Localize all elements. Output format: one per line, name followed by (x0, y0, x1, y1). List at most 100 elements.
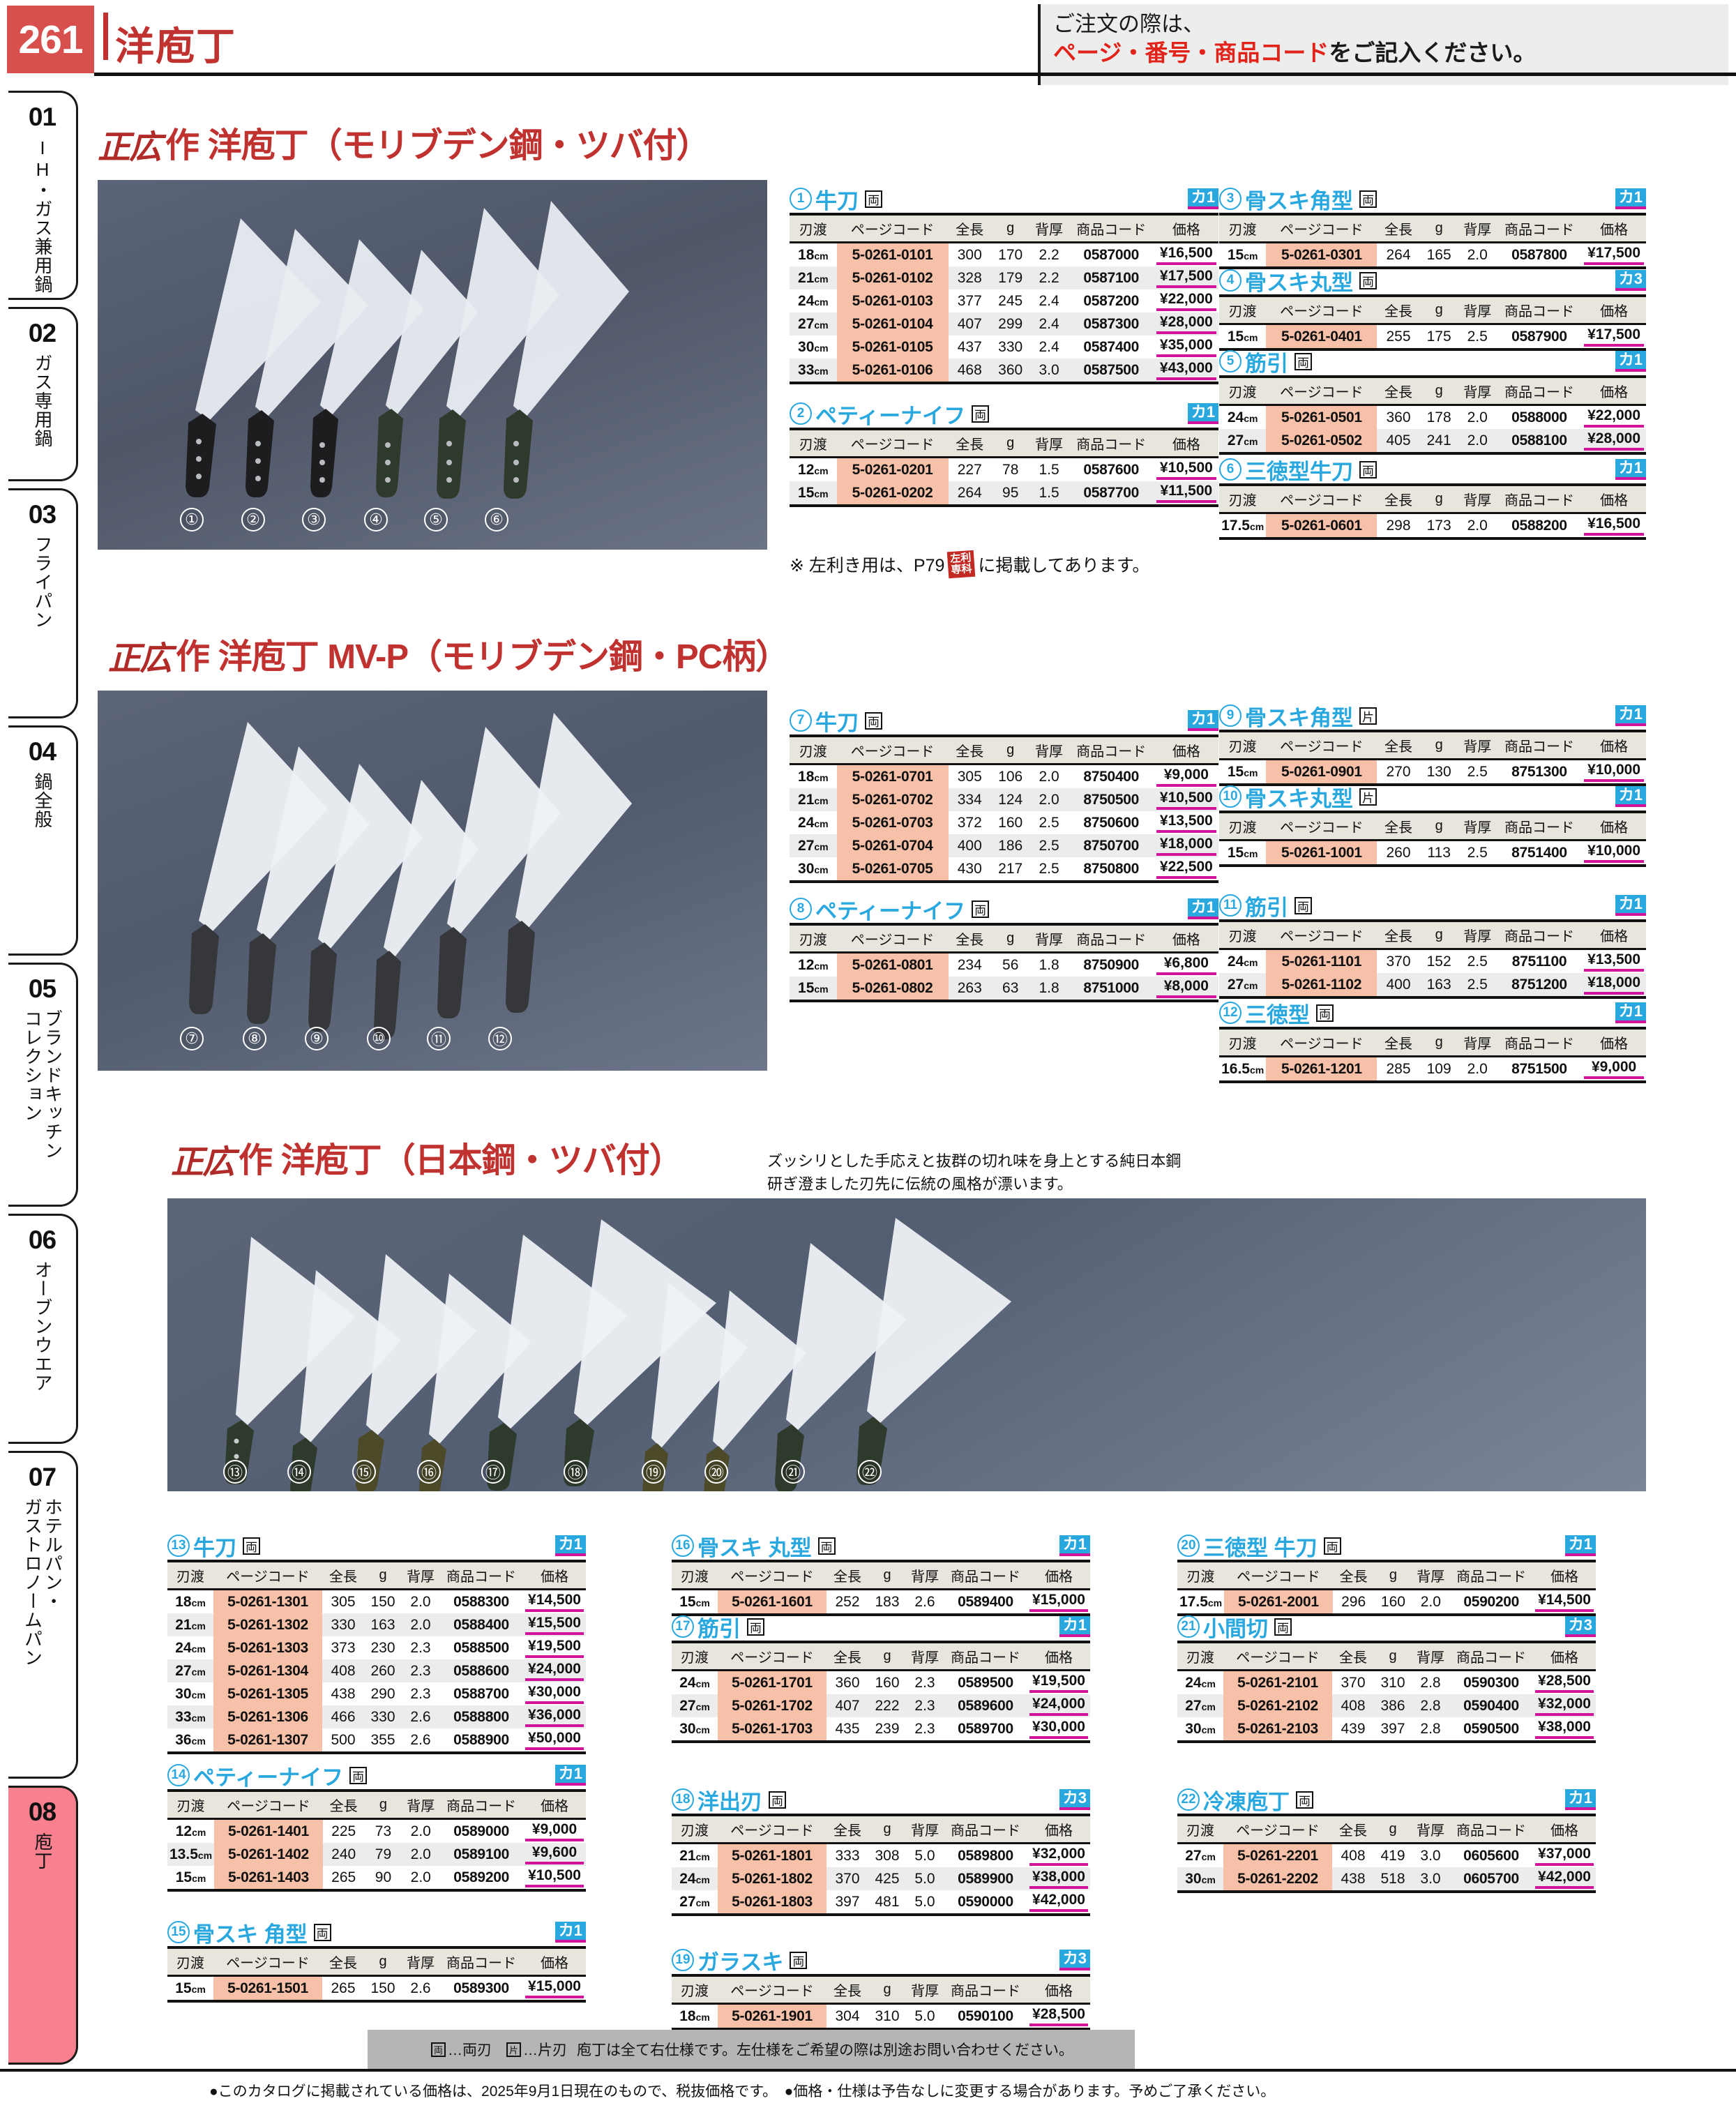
col-header-h-size: 刃渡 (1219, 483, 1267, 514)
table-row[interactable]: 27cm 5-0261-2102 408 386 2.8 0590400 ¥32,000 (1177, 1694, 1596, 1717)
cell-page-code: 5-0261-2202 (1223, 1867, 1332, 1893)
cell-weight: 106 (998, 768, 1023, 785)
cell-blade-length: 15cm (1219, 759, 1267, 786)
cell-weight: 222 (875, 1697, 900, 1714)
table-row[interactable]: 24cm 5-0261-2101 370 310 2.8 0590300 ¥28,500 (1177, 1670, 1596, 1694)
table-row[interactable]: 24cm 5-0261-0103 377 245 2.4 0587200 ¥22,000 (790, 289, 1218, 312)
table-row[interactable]: 30cm 5-0261-2202 438 518 3.0 0605700 ¥42,000 (1177, 1867, 1596, 1893)
edge-type-icon-t3: 両 (1359, 190, 1377, 208)
table-row[interactable]: 27cm 5-0261-0502 405 241 2.0 0588100 ¥28,000 (1219, 429, 1646, 455)
product-name-t8: ペティーナイフ (815, 898, 966, 924)
table-row[interactable]: 24cm 5-0261-1101 370 152 2.5 8751100 ¥13,500 (1219, 949, 1646, 973)
table-row[interactable]: 30cm 5-0261-0705 430 217 2.5 8750800 ¥22,500 (790, 857, 1218, 883)
table-row[interactable]: 24cm 5-0261-0703 372 160 2.5 8750600 ¥13,500 (790, 811, 1218, 834)
col-header-h-thk: 背厚 (402, 1946, 439, 1977)
table-row[interactable]: 18cm 5-0261-1301 305 150 2.0 0588300 ¥14,500 (167, 1589, 586, 1613)
col-header-h-thk: 背厚 (1029, 428, 1069, 458)
table-row[interactable]: 12cm 5-0261-0201 227 78 1.5 0587600 ¥10,500 (790, 457, 1218, 481)
table-row[interactable]: 24cm 5-0261-1802 370 425 5.0 0589900 ¥38,000 (672, 1867, 1090, 1890)
table-row[interactable]: 15cm 5-0261-1001 260 113 2.5 8751400 ¥10,000 (1219, 840, 1646, 867)
sidebar-item-08[interactable]: 08 庖丁 (8, 1786, 78, 2065)
col-header-h-len: 全長 (322, 1946, 364, 1977)
table-row[interactable]: 27cm 5-0261-1702 407 222 2.3 0589600 ¥24,000 (672, 1694, 1090, 1717)
cell-page-code: 5-0261-0301 (1266, 242, 1378, 269)
table-row[interactable]: 12cm 5-0261-1401 225 73 2.0 0589000 ¥9,000 (167, 1818, 586, 1843)
col-header-h-len: 全長 (1332, 1814, 1374, 1844)
table-row[interactable]: 27cm 5-0261-1803 397 481 5.0 0590000 ¥42,000 (672, 1890, 1090, 1916)
table-row[interactable]: 15cm 5-0261-1403 265 90 2.0 0589200 ¥10,500 (167, 1866, 586, 1892)
cell-blade-length: 21cm (679, 1847, 710, 1864)
category-badge-underline-t11 (1615, 913, 1646, 917)
table-row[interactable]: 15cm 5-0261-0901 270 130 2.5 8751300 ¥10,000 (1219, 759, 1646, 786)
sidebar-item-05[interactable]: 05 ブランドキッチン コレクション (8, 963, 78, 1207)
table-row[interactable]: 36cm 5-0261-1307 500 355 2.6 0588900 ¥50,000 (167, 1728, 586, 1754)
cell-total-length: 304 (827, 2003, 868, 2030)
table-row[interactable]: 18cm 5-0261-0101 300 170 2.2 0587000 ¥16,500 (790, 242, 1218, 266)
edge-type-icon-t5: 両 (1295, 352, 1312, 370)
table-row[interactable]: 18cm 5-0261-1901 304 310 5.0 0590100 ¥28,500 (672, 2003, 1090, 2030)
table-header-row: 刃渡 ページコード 全長 g 背厚 商品コード 価格 (167, 1789, 586, 1820)
cell-price: ¥18,000 (1154, 834, 1218, 857)
table-row[interactable]: 15cm 5-0261-1601 252 183 2.6 0589400 ¥15,000 (672, 1589, 1090, 1616)
table-row[interactable]: 15cm 5-0261-0401 255 175 2.5 0587900 ¥17,500 (1219, 324, 1646, 351)
table-row[interactable]: 24cm 5-0261-0501 360 178 2.0 0588000 ¥22,000 (1219, 405, 1646, 429)
section-1-title: 正広 作 洋庖丁（モリブデン鋼・ツバ付） (98, 129, 711, 164)
cell-weight: 73 (375, 1823, 392, 1839)
table-row[interactable]: 24cm 5-0261-1303 373 230 2.3 0588500 ¥19,500 (167, 1636, 586, 1659)
edge-type-icon-t12: 両 (1316, 1004, 1334, 1022)
table-row[interactable]: 27cm 5-0261-1304 408 260 2.3 0588600 ¥24,000 (167, 1659, 586, 1682)
category-badge-underline-t21 (1564, 1634, 1596, 1638)
table-row[interactable]: 12cm 5-0261-0801 234 56 1.8 8750900 ¥6,800 (790, 952, 1218, 977)
sidebar-item-04[interactable]: 04 鍋全般 (8, 725, 78, 956)
cell-total-length: 373 (331, 1639, 356, 1656)
table-row[interactable]: 17.5cm 5-0261-2001 296 160 2.0 0590200 ¥14,500 (1177, 1589, 1596, 1616)
sidebar-item-01[interactable]: 01 IH・ガス兼用鍋 (8, 91, 78, 300)
table-row[interactable]: 30cm 5-0261-1703 435 239 2.3 0589700 ¥30,000 (672, 1717, 1090, 1743)
spec-table-t2: 刃渡 ページコード 全長 g 背厚 商品コード 価格 12cm 5-0261-0201 227 78… (790, 428, 1218, 507)
product-table-t15: 15 骨スキ 角型両カ1 刃渡 ページコード 全長 g 背厚 商品コード 価格 15cm 5-026… (167, 1918, 586, 2003)
table-row[interactable]: 30cm 5-0261-1305 438 290 2.3 0588700 ¥30,000 (167, 1682, 586, 1705)
table-row[interactable]: 27cm 5-0261-0704 400 186 2.5 8750700 ¥18,000 (790, 834, 1218, 857)
table-row[interactable]: 17.5cm 5-0261-0601 298 173 2.0 0588200 ¥16,500 (1219, 513, 1646, 540)
legend-single-edge-icon: 片 (506, 2042, 522, 2057)
product-heading-t22: 22 冷凍庖丁両 カ1 (1177, 1786, 1596, 1814)
cell-weight: 113 (1419, 840, 1458, 867)
cell-price: ¥24,000 (1027, 1694, 1090, 1717)
footer-note: ●このカタログに掲載されている価格は、2025年9月1日現在のもので、税抜価格で… (209, 2083, 1276, 2100)
product-name-t10: 骨スキ丸型 (1245, 786, 1353, 811)
table-row[interactable]: 24cm 5-0261-1701 360 160 2.3 0589500 ¥19,500 (672, 1670, 1090, 1694)
sidebar-item-06[interactable]: 06 オーブンウエア (8, 1214, 78, 1444)
table-row[interactable]: 13.5cm 5-0261-1402 240 79 2.0 0589100 ¥9,600 (167, 1843, 586, 1866)
col-header-h-page: ページコード (1266, 375, 1378, 406)
cell-page-code: 5-0261-1306 (213, 1705, 322, 1728)
cell-blade-length: 24cm (679, 1674, 710, 1691)
sidebar-item-07[interactable]: 07 ホテルパン・ ガストロノームパン (8, 1451, 78, 1779)
product-index-t22: 22 (1177, 1788, 1200, 1811)
cell-spine-thickness: 2.3 (914, 1697, 935, 1714)
table-row[interactable]: 15cm 5-0261-0802 263 63 1.8 8751000 ¥8,000 (790, 977, 1218, 1002)
table-row[interactable]: 21cm 5-0261-0702 334 124 2.0 8750500 ¥10,500 (790, 788, 1218, 811)
category-badge-t19: カ3 (1059, 1949, 1090, 1971)
col-header-h-code: 商品コード (1496, 1027, 1583, 1057)
sidebar-item-03[interactable]: 03 フライパン (8, 488, 78, 718)
spec-table-t14: 刃渡 ページコード 全長 g 背厚 商品コード 価格 12cm 5-0261-1401 225 73… (167, 1789, 586, 1892)
table-row[interactable]: 27cm 5-0261-0104 407 299 2.4 0587300 ¥28,000 (790, 312, 1218, 336)
table-row[interactable]: 21cm 5-0261-0102 328 179 2.2 0587100 ¥17,500 (790, 266, 1218, 289)
table-row[interactable]: 15cm 5-0261-0301 264 165 2.0 0587800 ¥17,500 (1219, 242, 1646, 269)
spec-table-t17: 刃渡 ページコード 全長 g 背厚 商品コード 価格 24cm 5-0261-1701 360 16… (672, 1641, 1090, 1743)
table-row[interactable]: 21cm 5-0261-1302 330 163 2.0 0588400 ¥15,500 (167, 1613, 586, 1636)
table-row[interactable]: 18cm 5-0261-0701 305 106 2.0 8750400 ¥9,000 (790, 764, 1218, 788)
col-header-h-price: 価格 (1027, 1974, 1090, 2005)
table-row[interactable]: 33cm 5-0261-1306 466 330 2.6 0588800 ¥36,000 (167, 1705, 586, 1728)
table-row[interactable]: 27cm 5-0261-1102 400 163 2.5 8751200 ¥18,000 (1219, 973, 1646, 999)
sidebar-item-02[interactable]: 02 ガス専用鍋 (8, 307, 78, 481)
col-header-h-page: ページコード (214, 1789, 323, 1820)
table-row[interactable]: 33cm 5-0261-0106 468 360 3.0 0587500 ¥43,000 (790, 359, 1218, 384)
table-row[interactable]: 30cm 5-0261-2103 439 397 2.8 0590500 ¥38,000 (1177, 1717, 1596, 1743)
table-row[interactable]: 15cm 5-0261-0202 264 95 1.5 0587700 ¥11,500 (790, 481, 1218, 507)
table-row[interactable]: 16.5cm 5-0261-1201 285 109 2.0 8751500 ¥9,000 (1219, 1056, 1646, 1083)
table-row[interactable]: 27cm 5-0261-2201 408 419 3.0 0605600 ¥37,000 (1177, 1843, 1596, 1867)
table-row[interactable]: 30cm 5-0261-0105 437 330 2.4 0587400 ¥35,000 (790, 336, 1218, 359)
table-row[interactable]: 21cm 5-0261-1801 333 308 5.0 0589800 ¥32,000 (672, 1843, 1090, 1867)
table-row[interactable]: 15cm 5-0261-1501 265 150 2.6 0589300 ¥15,000 (167, 1975, 586, 2003)
